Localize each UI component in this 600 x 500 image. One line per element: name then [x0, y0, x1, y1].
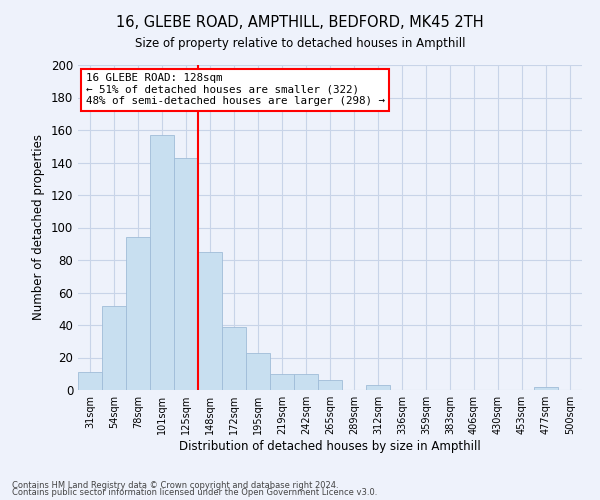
- Text: Contains HM Land Registry data © Crown copyright and database right 2024.: Contains HM Land Registry data © Crown c…: [12, 480, 338, 490]
- Bar: [318, 380, 342, 390]
- Bar: [534, 387, 558, 390]
- Y-axis label: Number of detached properties: Number of detached properties: [32, 134, 45, 320]
- Text: 16 GLEBE ROAD: 128sqm
← 51% of detached houses are smaller (322)
48% of semi-det: 16 GLEBE ROAD: 128sqm ← 51% of detached …: [86, 73, 385, 106]
- Bar: [270, 374, 294, 390]
- Text: Contains public sector information licensed under the Open Government Licence v3: Contains public sector information licen…: [12, 488, 377, 497]
- X-axis label: Distribution of detached houses by size in Ampthill: Distribution of detached houses by size …: [179, 440, 481, 453]
- Bar: [198, 252, 222, 390]
- Bar: [366, 385, 390, 390]
- Bar: [294, 374, 318, 390]
- Bar: [102, 306, 126, 390]
- Bar: [246, 352, 270, 390]
- Bar: [126, 238, 150, 390]
- Bar: [78, 372, 102, 390]
- Bar: [150, 135, 174, 390]
- Bar: [222, 326, 246, 390]
- Text: 16, GLEBE ROAD, AMPTHILL, BEDFORD, MK45 2TH: 16, GLEBE ROAD, AMPTHILL, BEDFORD, MK45 …: [116, 15, 484, 30]
- Bar: [174, 158, 198, 390]
- Text: Size of property relative to detached houses in Ampthill: Size of property relative to detached ho…: [135, 38, 465, 51]
